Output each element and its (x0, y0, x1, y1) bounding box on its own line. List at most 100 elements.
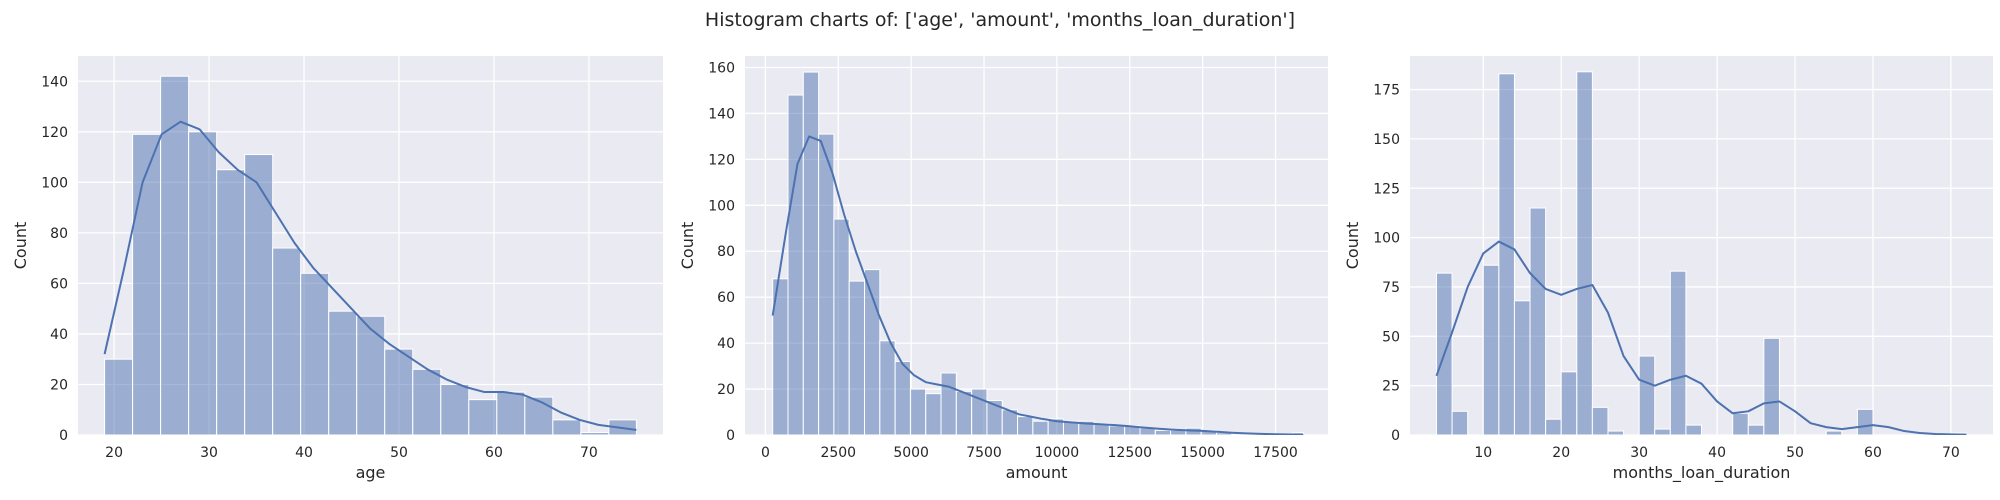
subplot-1-bar-1 (132, 133, 162, 435)
subplot-1-bar-5 (244, 154, 274, 435)
subplot-1-bar-7 (300, 272, 330, 435)
subplot-1-xlabel: age (356, 463, 386, 482)
subplot-2-ytick-label-8: 160 (708, 60, 735, 76)
subplot-3-bar-10 (1591, 406, 1609, 435)
subplot-1-ytick-label-4: 80 (50, 226, 68, 242)
subplot-1-bar-9 (356, 315, 386, 435)
subplot-2-bar-22 (1108, 425, 1126, 435)
subplot-3-xtick-label-0: 10 (1474, 445, 1492, 461)
subplot-3-bar-9 (1576, 71, 1593, 435)
subplot-3-ytick-label-4: 100 (1373, 231, 1400, 247)
subplot-2-bar-17 (1032, 420, 1049, 435)
subplot-3-bar-20 (1747, 424, 1765, 435)
subplot-2-xlabel: amount (1006, 463, 1068, 482)
subplot-2-bars (772, 71, 1304, 435)
subplot-1-ytick-label-6: 120 (41, 125, 68, 141)
subplot-1-bar-13 (468, 399, 498, 435)
subplot-3-ytick-label-6: 150 (1373, 132, 1400, 148)
subplot-2-bar-5 (848, 280, 866, 435)
subplot-2-ytick-label-1: 20 (717, 382, 735, 398)
subplot-3-bar-16 (1685, 424, 1702, 435)
subplot-3-bar-15 (1669, 270, 1687, 435)
subplot-2-xtick-label-6: 15000 (1180, 445, 1225, 461)
subplot-1-bar-12 (440, 383, 470, 435)
subplot-1-bars (104, 75, 637, 435)
subplot-1-xtick-label-2: 40 (295, 445, 313, 461)
subplot-3-bar-4 (1498, 73, 1515, 435)
subplot-3-ylabel: Count (1343, 222, 1362, 270)
subplot-3-bar-27 (1856, 408, 1874, 435)
subplot-2-bar-4 (833, 218, 850, 435)
subplot-1-kde-line (103, 120, 637, 431)
subplot-2-bar-1 (787, 94, 804, 435)
subplot-3-bar-7 (1545, 418, 1562, 435)
subplot-2-bar-25 (1154, 429, 1172, 435)
subplot-1-xtick-label-1: 30 (200, 445, 218, 461)
subplot-1-bar-3 (188, 131, 218, 435)
subplot-3-xtick-label-4: 50 (1786, 445, 1804, 461)
subplot-3-xtick-label-5: 60 (1864, 445, 1882, 461)
subplot-1-bar-15 (524, 396, 554, 435)
subplot-1-bar-16 (552, 419, 582, 435)
subplot-2-xtick-label-1: 2500 (820, 445, 856, 461)
subplot-1-bar-6 (272, 247, 302, 435)
subplot-3-ytick-label-7: 175 (1373, 83, 1400, 99)
subplot-3-bar-3 (1482, 264, 1500, 435)
subplot-3: 10 20 30 40 50 60 70 0 25 50 75 100 125 150 175 months_… (1343, 56, 1993, 483)
subplot-1-ytick-label-2: 40 (50, 327, 68, 343)
subplot-3-ytick-label-3: 75 (1382, 280, 1400, 296)
subplot-1-ytick-label-5: 100 (41, 175, 68, 191)
subplot-2-xtick-label-3: 7500 (966, 445, 1002, 461)
subplot-2-ytick-label-4: 80 (717, 244, 735, 260)
subplot-1-ytick-label-3: 60 (50, 276, 68, 292)
subplot-2-bar-2 (802, 71, 820, 435)
subplot-2-bar-16 (1017, 416, 1034, 435)
subplot-3-xlabel: months_loan_duration (1613, 463, 1791, 483)
subplot-2-xtick-label-5: 12500 (1108, 445, 1153, 461)
subplot-1-ytick-label-0: 0 (59, 428, 68, 444)
subplot-3-bar-1 (1451, 410, 1469, 435)
subplot-3-bars (1436, 71, 1967, 435)
subplot-2-xtick-label-0: 0 (761, 445, 770, 461)
subplot-1-ytick-label-1: 20 (50, 377, 68, 393)
subplot-2: 0 2500 5000 7500 10000 12500 15000 17500 0 20 40 60… (678, 56, 1328, 482)
subplot-3-ytick-label-5: 125 (1373, 181, 1400, 197)
subplot-1-ylabel: Count (11, 222, 30, 270)
subplot-3-kde-line (1435, 240, 1967, 435)
subplot-3-ytick-label-0: 0 (1391, 428, 1400, 444)
subplot-1-bar-11 (412, 368, 442, 435)
subplot-1-bar-0 (104, 358, 134, 435)
subplot-1-xtick-label-4: 60 (485, 445, 503, 461)
subplot-1-xtick-label-5: 70 (580, 445, 598, 461)
subplot-1-xtick-label-3: 50 (390, 445, 408, 461)
subplot-2-bar-10 (925, 393, 942, 435)
subplot-3-bar-11 (1607, 430, 1625, 435)
subplot-1-bar-17 (580, 431, 610, 435)
subplot-3-bar-13 (1638, 355, 1656, 435)
subplot-1-bar-14 (496, 391, 526, 435)
subplot-3-xtick-label-3: 40 (1708, 445, 1726, 461)
subplot-3-bar-5 (1513, 300, 1531, 435)
subplot-2-ytick-label-5: 100 (708, 198, 735, 214)
subplot-2-bar-9 (909, 388, 927, 435)
subplot-2-ytick-label-7: 140 (708, 106, 735, 122)
subplot-1-ytick-label-7: 140 (41, 74, 68, 90)
subplot-2-bar-7 (879, 340, 896, 435)
subplot-2-xtick-label-4: 10000 (1035, 445, 1080, 461)
subplot-3-ytick-label-2: 50 (1382, 329, 1400, 345)
subplot-2-bar-12 (955, 390, 973, 435)
subplot-2-xtick-label-2: 5000 (893, 445, 929, 461)
subplot-1-bar-2 (160, 75, 190, 435)
subplot-3-bar-6 (1529, 207, 1547, 435)
subplot-2-kde-line (771, 135, 1304, 435)
subplot-3-bar-25 (1825, 430, 1843, 435)
subplot-1-bar-4 (216, 169, 246, 435)
subplot-2-bar-3 (818, 133, 835, 435)
subplot-3-bar-8 (1560, 371, 1578, 435)
subplot-2-ytick-label-6: 120 (708, 152, 735, 168)
subplot-3-xtick-label-2: 30 (1630, 445, 1648, 461)
figure-title: Histogram charts of: ['age', 'amount', '… (705, 9, 1295, 31)
subplot-2-xtick-label-7: 17500 (1253, 445, 1298, 461)
subplot-3-bar-14 (1654, 428, 1671, 435)
